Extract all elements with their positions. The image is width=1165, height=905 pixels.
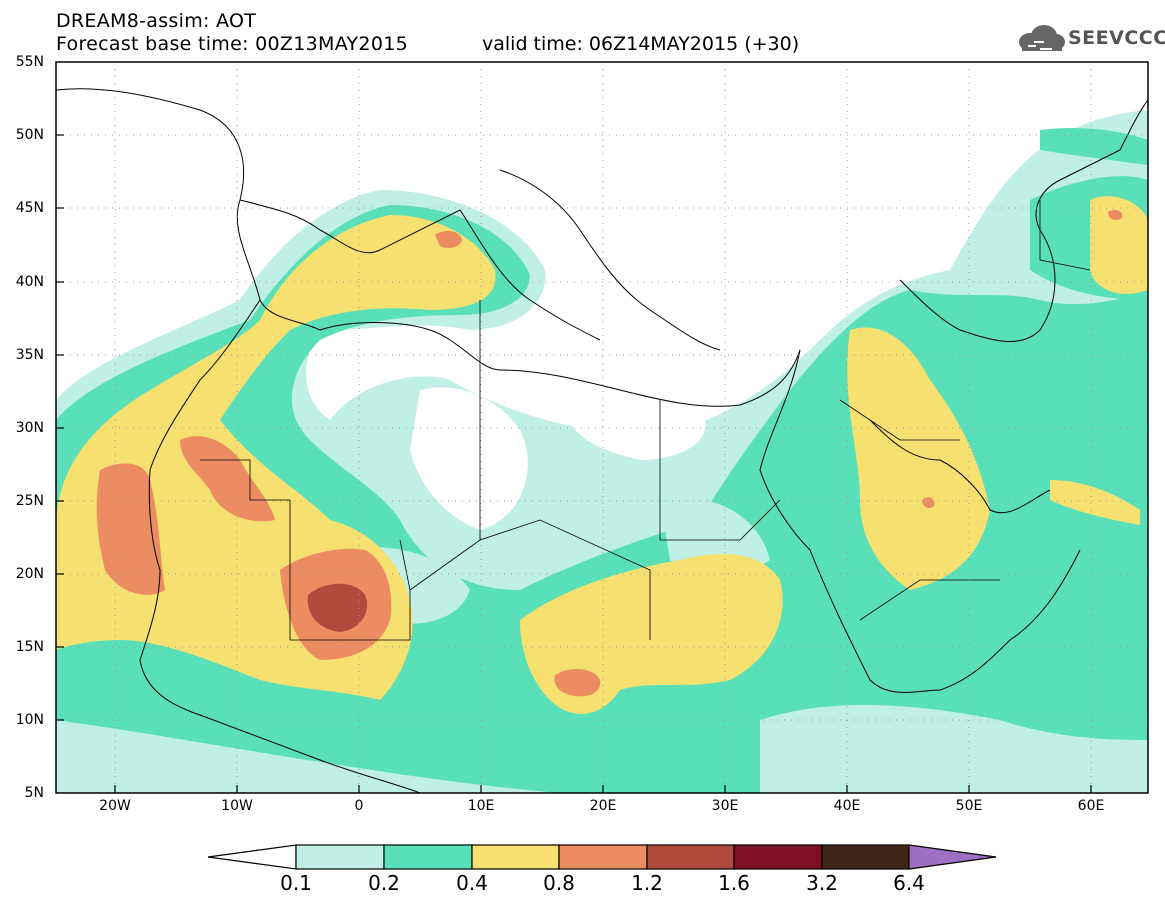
- colorbar: [207, 844, 997, 870]
- lon-label: 60E: [1077, 798, 1105, 814]
- colorbar-box-2: [383, 844, 473, 870]
- aot-level-0.8-atlantic: [96, 463, 165, 595]
- forecast-base-time: Forecast base time: 00Z13MAY2015: [56, 33, 408, 55]
- aot-pocket-2: [660, 498, 770, 575]
- lon-label: 0: [354, 798, 364, 814]
- lat-label: 40N: [15, 274, 44, 290]
- colorbar-label: 0.2: [368, 871, 400, 895]
- lat-label: 45N: [15, 200, 44, 216]
- logo-text: SEEVCCC: [1068, 27, 1165, 49]
- colorbar-label: 0.4: [456, 871, 488, 895]
- colorbar-over-arrow: [908, 844, 997, 870]
- colorbar-label: 6.4: [893, 871, 925, 895]
- axis-ticks: [56, 134, 1092, 793]
- lat-label: 5N: [24, 785, 44, 801]
- lon-label: 20W: [99, 798, 131, 814]
- lat-label: 35N: [15, 347, 44, 363]
- colorbar-label: 1.2: [631, 871, 663, 895]
- aot-level-0.4-caspian: [1090, 196, 1148, 294]
- map-title: DREAM8-assim: AOT: [56, 10, 257, 32]
- lat-label: 10N: [15, 712, 44, 728]
- cloud-icon: [1019, 25, 1065, 51]
- aot-level-0.8-med: [435, 230, 462, 248]
- aot-level-0.8-caspian: [1108, 210, 1123, 220]
- lon-label: 20E: [589, 798, 617, 814]
- colorbar-box-3: [471, 844, 560, 870]
- lat-label: 30N: [15, 420, 44, 436]
- aot-field: [56, 110, 1148, 793]
- colorbar-box-1: [295, 844, 385, 870]
- borders: [200, 200, 1091, 641]
- lon-label: 50E: [955, 798, 983, 814]
- aot-level-0.4-gulf: [1050, 480, 1140, 525]
- colorbar-box-4: [558, 844, 648, 870]
- colorbar-label: 0.1: [280, 871, 312, 895]
- lat-label: 25N: [15, 493, 44, 509]
- graticule: [56, 62, 1148, 793]
- lat-label: 20N: [15, 566, 44, 582]
- lon-label: 10W: [221, 798, 253, 814]
- lat-label: 15N: [15, 639, 44, 655]
- colorbar-label: 1.6: [718, 871, 750, 895]
- aot-level-0.8-chad: [554, 668, 601, 697]
- colorbar-box-7: [821, 844, 910, 870]
- aot-level-0.8-arabia: [922, 497, 935, 508]
- clear-libya: [560, 395, 706, 460]
- colorbar-box-5: [646, 844, 735, 870]
- lat-label: 55N: [15, 54, 44, 70]
- colorbar-under-arrow: [207, 844, 297, 870]
- aot-south-east: [760, 705, 1148, 793]
- colorbar-box-6: [733, 844, 823, 870]
- colorbar-label: 0.8: [543, 871, 575, 895]
- lon-label: 30E: [711, 798, 739, 814]
- lat-label: 50N: [15, 127, 44, 143]
- lon-label: 40E: [833, 798, 861, 814]
- colorbar-label: 3.2: [806, 871, 838, 895]
- aot-south: [56, 720, 560, 793]
- aot-level-0.4-arabia: [847, 327, 990, 590]
- clear-sahara: [410, 387, 528, 530]
- lon-label: 10E: [467, 798, 495, 814]
- valid-time: valid time: 06Z14MAY2015 (+30): [482, 33, 800, 55]
- aot-level-1.2: [307, 583, 368, 632]
- coastlines: [56, 88, 1148, 793]
- aot-level-0.2-north: [1040, 128, 1148, 165]
